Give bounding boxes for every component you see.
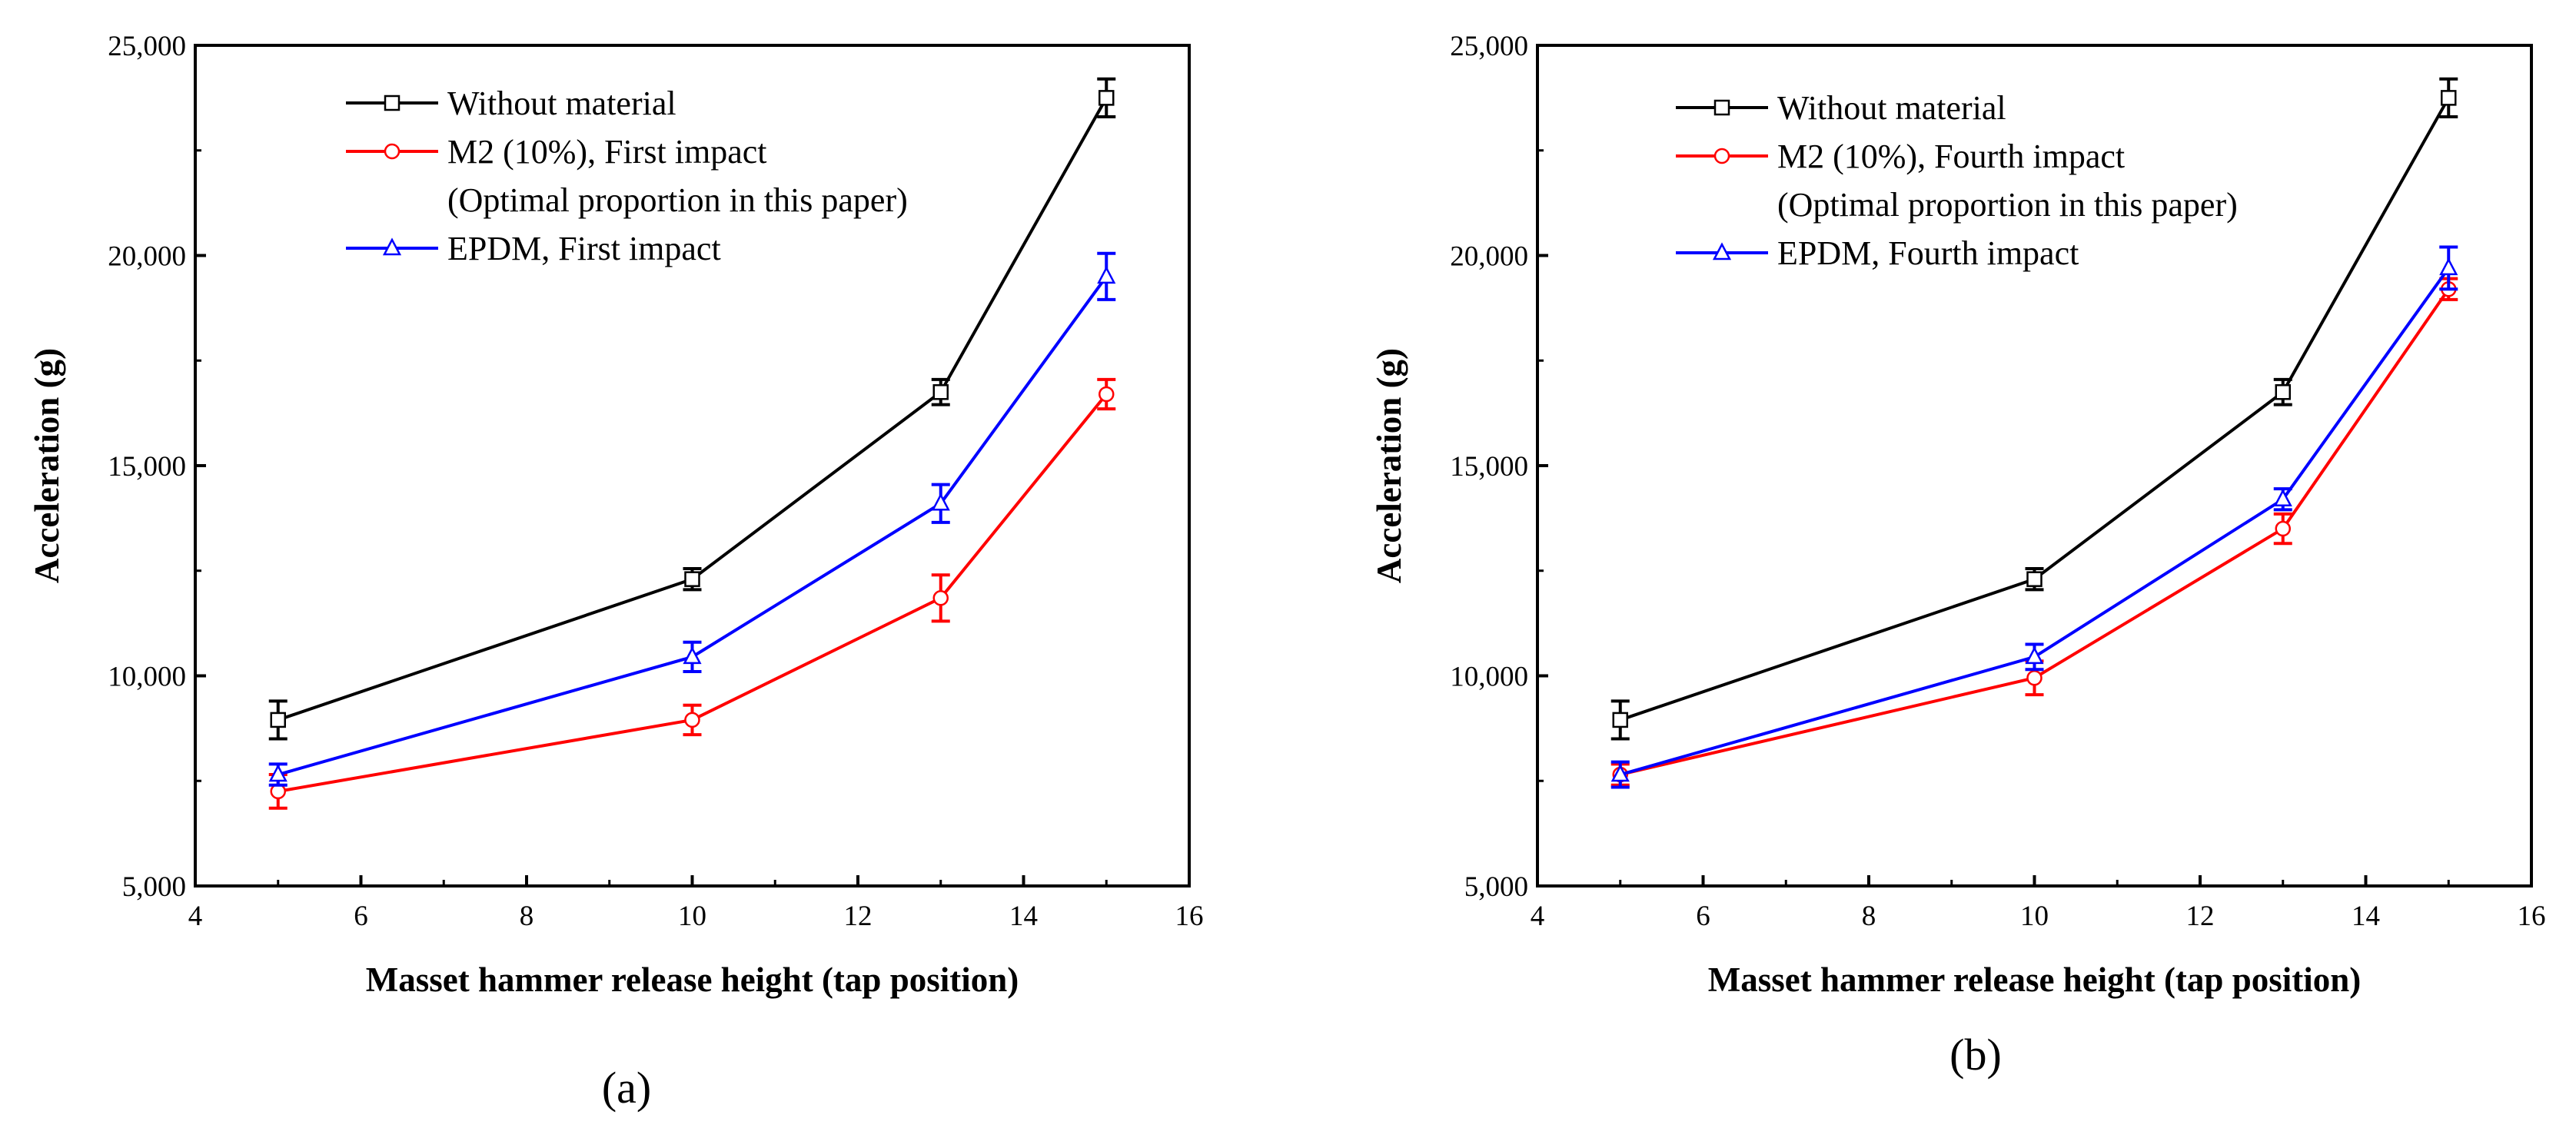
- legend-label-extra: (Optimal proportion in this paper): [1777, 186, 2238, 224]
- data-point-triangle: [1097, 266, 1116, 284]
- x-tick-label: 6: [354, 901, 368, 932]
- x-tick-label: 16: [1175, 901, 1204, 932]
- series-2: [1610, 245, 2458, 789]
- data-point-square: [1612, 712, 1628, 728]
- data-point-triangle: [2273, 489, 2292, 507]
- legend: Without material M2 (10%), Fourth impact (…: [1676, 89, 2238, 272]
- series-line: [1620, 267, 2450, 776]
- legend-label: Without material: [1777, 89, 2006, 127]
- data-point-triangle: [931, 493, 950, 511]
- series-1: [268, 377, 1116, 810]
- legend-marker: [384, 143, 401, 160]
- panel-label: (a): [602, 1063, 651, 1113]
- legend-label: M2 (10%), First impact: [447, 133, 767, 171]
- data-point-circle: [2026, 669, 2043, 686]
- x-tick-label: 12: [2186, 901, 2215, 932]
- chart-panel-b: 4 6 8 10 12 14 16 5,000 10,000 15,000 20,000 25,000…: [1370, 31, 2546, 1080]
- data-point-square: [270, 712, 286, 728]
- x-tick-label: 12: [844, 901, 873, 932]
- series-line: [1620, 97, 2450, 722]
- y-tick-label: 5,000: [122, 871, 186, 903]
- data-point-circle: [2275, 520, 2291, 537]
- data-point-triangle: [1610, 764, 1630, 782]
- data-point-square: [2026, 571, 2043, 587]
- legend-marker: [384, 95, 401, 111]
- legend-marker: [1712, 242, 1732, 260]
- legend-label: Without material: [447, 85, 676, 122]
- legend-label: EPDM, First impact: [447, 230, 721, 267]
- y-tick-label: 5,000: [1464, 871, 1528, 903]
- series-line: [278, 393, 1108, 793]
- x-tick-label: 14: [1009, 901, 1038, 932]
- y-axis-title: Acceleration (g): [1370, 348, 1408, 583]
- legend-marker: [382, 237, 402, 256]
- y-tick-label: 15,000: [108, 451, 186, 483]
- x-tick-label: 4: [1531, 901, 1545, 932]
- legend-marker: [1713, 99, 1730, 116]
- x-tick-label: 6: [1696, 901, 1710, 932]
- x-tick-label: 10: [678, 901, 706, 932]
- x-tick-label: 8: [1862, 901, 1876, 932]
- data-point-triangle: [683, 646, 702, 665]
- series-line: [278, 97, 1108, 722]
- data-point-triangle: [2025, 646, 2044, 665]
- y-tick-label: 15,000: [1450, 451, 1528, 483]
- legend-marker: [1713, 148, 1730, 164]
- chart-panel-a: 4 6 8 10 12 14 16 5,000 10,000 15,000 20,000 25,000…: [28, 31, 1204, 1113]
- data-point-triangle: [268, 764, 288, 782]
- x-axis-title: Masset hammer release height (tap positi…: [366, 960, 1019, 999]
- data-point-circle: [932, 590, 949, 606]
- data-point-circle: [1099, 386, 1115, 403]
- series-0: [268, 77, 1116, 741]
- data-point-square: [932, 384, 949, 400]
- legend: Without material M2 (10%), First impact (O…: [346, 85, 908, 267]
- data-point-circle: [684, 712, 700, 728]
- series-line: [1620, 288, 2450, 776]
- x-tick-label: 14: [2352, 901, 2380, 932]
- series-line: [278, 275, 1108, 776]
- x-axis-title: Masset hammer release height (tap positi…: [1708, 960, 2362, 999]
- x-tick-label: 10: [2020, 901, 2049, 932]
- y-tick-label: 20,000: [1450, 241, 1528, 273]
- series-2: [268, 251, 1116, 787]
- x-tick-label: 8: [520, 901, 534, 932]
- legend-label: EPDM, Fourth impact: [1777, 234, 2079, 272]
- y-tick-label: 10,000: [1450, 662, 1528, 693]
- y-tick-label: 10,000: [108, 662, 186, 693]
- data-point-square: [684, 571, 700, 587]
- series-0: [1610, 77, 2458, 741]
- legend-label: M2 (10%), Fourth impact: [1777, 138, 2125, 175]
- panel-label: (b): [1949, 1030, 2002, 1080]
- y-axis-title: Acceleration (g): [28, 348, 66, 583]
- data-point-triangle: [2439, 257, 2458, 276]
- legend-label-extra: (Optimal proportion in this paper): [447, 181, 908, 219]
- data-point-square: [1099, 90, 1115, 106]
- x-tick-label: 16: [2518, 901, 2546, 932]
- y-tick-label: 20,000: [108, 241, 186, 273]
- y-tick-label: 25,000: [108, 31, 186, 62]
- y-tick-label: 25,000: [1450, 31, 1528, 62]
- x-tick-label: 4: [188, 901, 203, 932]
- data-point-square: [2275, 384, 2291, 400]
- data-point-square: [2441, 90, 2457, 106]
